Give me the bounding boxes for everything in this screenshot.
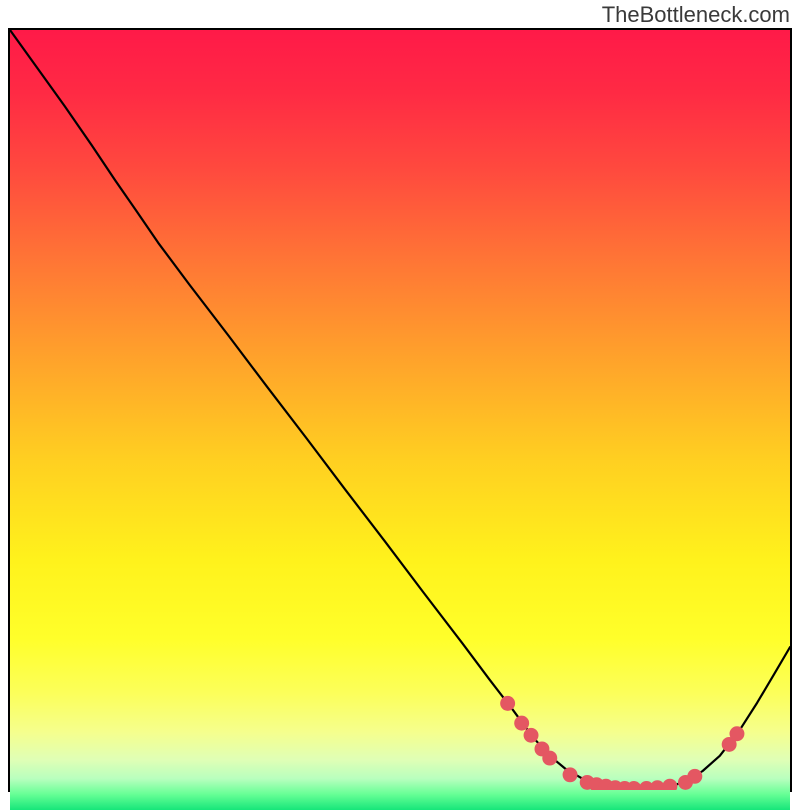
data-marker (524, 728, 539, 743)
chart-plot (10, 30, 790, 790)
chart-frame (8, 28, 792, 792)
data-marker (500, 696, 515, 711)
data-marker (563, 767, 578, 782)
data-marker (687, 769, 702, 784)
data-marker (514, 716, 529, 731)
data-marker (542, 751, 557, 766)
data-marker (662, 779, 677, 790)
watermark-text: TheBottleneck.com (602, 2, 790, 28)
data-marker (730, 726, 745, 741)
bottleneck-curve (10, 30, 790, 788)
